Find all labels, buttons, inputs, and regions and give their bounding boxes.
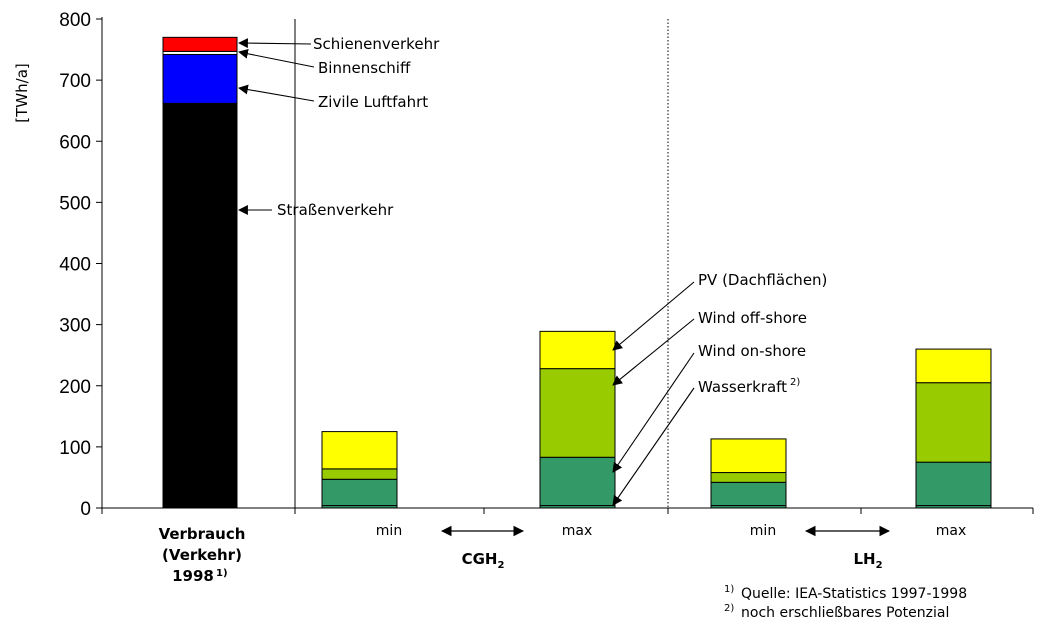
bar-label-max: max [562, 523, 593, 539]
group-label-lh: LH2 [853, 550, 882, 571]
bars [162, 36, 992, 509]
supply-bar-4-onshore-segment [915, 461, 992, 507]
footnote-sup-2: 2) [724, 603, 734, 614]
verbrauch-footnote-sup: 1) [216, 568, 228, 579]
y-tick-label: 700 [59, 71, 91, 92]
footnote-sup-1: 1) [724, 584, 734, 595]
annotation-ship-label: Binnenschiff [318, 59, 411, 77]
y-tick-label: 100 [59, 438, 91, 459]
labels: Verbrauch(Verkehr)1998 1)min max min maxCGH2… [159, 523, 967, 585]
annotation-rail-label: Schienenverkehr [313, 35, 440, 53]
supply-bar-2-onshore-segment [539, 456, 616, 507]
annotations: Schienenverkehr Binnenschiff Zivile Luftfa… [238, 35, 967, 621]
supply-bar-3-pv-segment [710, 438, 787, 474]
y-tick-label: 400 [59, 255, 91, 276]
annotation-hydro-label: Wasserkraft [698, 378, 787, 396]
annotation-rail-arrow [238, 38, 312, 49]
annotation-pv-label: PV (Dachflächen) [698, 271, 827, 289]
consumption-bar-rail-segment [162, 36, 238, 52]
annotation-onshore-label: Wind on-shore [698, 342, 806, 360]
bar-label-min: min [376, 523, 402, 539]
y-tick-label: 600 [59, 132, 91, 153]
annotation-road-label: Straßenverkehr [277, 201, 394, 219]
y-tick-label: 800 [59, 10, 91, 31]
y-axis-label: [TWh/a] [13, 63, 31, 122]
supply-bar-1-offshore-segment [321, 468, 398, 480]
supply-bar-2-pv-segment [539, 330, 616, 370]
group-label-cgh: CGH2 [462, 550, 505, 571]
y-tick-label: 500 [59, 193, 91, 214]
verbrauch-label-line-3: 1998 [172, 567, 214, 585]
supply-bar-1-pv-segment [321, 431, 398, 470]
y-tick-label: 200 [59, 377, 91, 398]
bar-label-min: min [750, 523, 776, 539]
consumption-bar-road-segment [162, 102, 238, 509]
consumption-bar-air-segment [162, 53, 238, 104]
y-tick-label: 0 [80, 499, 91, 520]
annotation-hydro-sup: 2) [790, 377, 800, 388]
supply-bar-4-pv-segment [915, 348, 992, 384]
footnote-1: Quelle: IEA-Statistics 1997-1998 [741, 586, 967, 602]
y-tick-label: 300 [59, 316, 91, 337]
supply-bar-3-onshore-segment [710, 481, 787, 507]
footnote-2: noch erschließbares Potenzial [741, 605, 949, 621]
supply-bar-2-offshore-segment [539, 368, 616, 458]
bar-label-max: max [936, 523, 967, 539]
supply-bar-4-offshore-segment [915, 382, 992, 463]
annotation-pv-arrow [612, 281, 695, 351]
supply-bar-1-onshore-segment [321, 478, 398, 507]
group-label-base: LH [853, 550, 875, 568]
annotation-ship-arrow [238, 48, 315, 68]
group-label-sub: 2 [497, 560, 504, 571]
annotation-offshore-label: Wind off-shore [698, 309, 807, 327]
annotation-air-label: Zivile Luftfahrt [318, 93, 428, 111]
verbrauch-label-line-1: Verbrauch [159, 525, 246, 543]
verbrauch-label-line-2: (Verkehr) [162, 546, 242, 564]
annotation-hydro-arrow [612, 387, 695, 506]
annotation-air-arrow [238, 84, 315, 102]
axes: 0 100 200 300 400 500 600 700 800 [TWh/a] [13, 10, 1034, 520]
group-label-sub: 2 [876, 560, 883, 571]
supply-bar-3-offshore-segment [710, 472, 787, 483]
annotation-offshore-arrow [612, 318, 695, 386]
annotation-onshore-arrow [612, 352, 695, 473]
group-label-base: CGH [462, 550, 498, 568]
